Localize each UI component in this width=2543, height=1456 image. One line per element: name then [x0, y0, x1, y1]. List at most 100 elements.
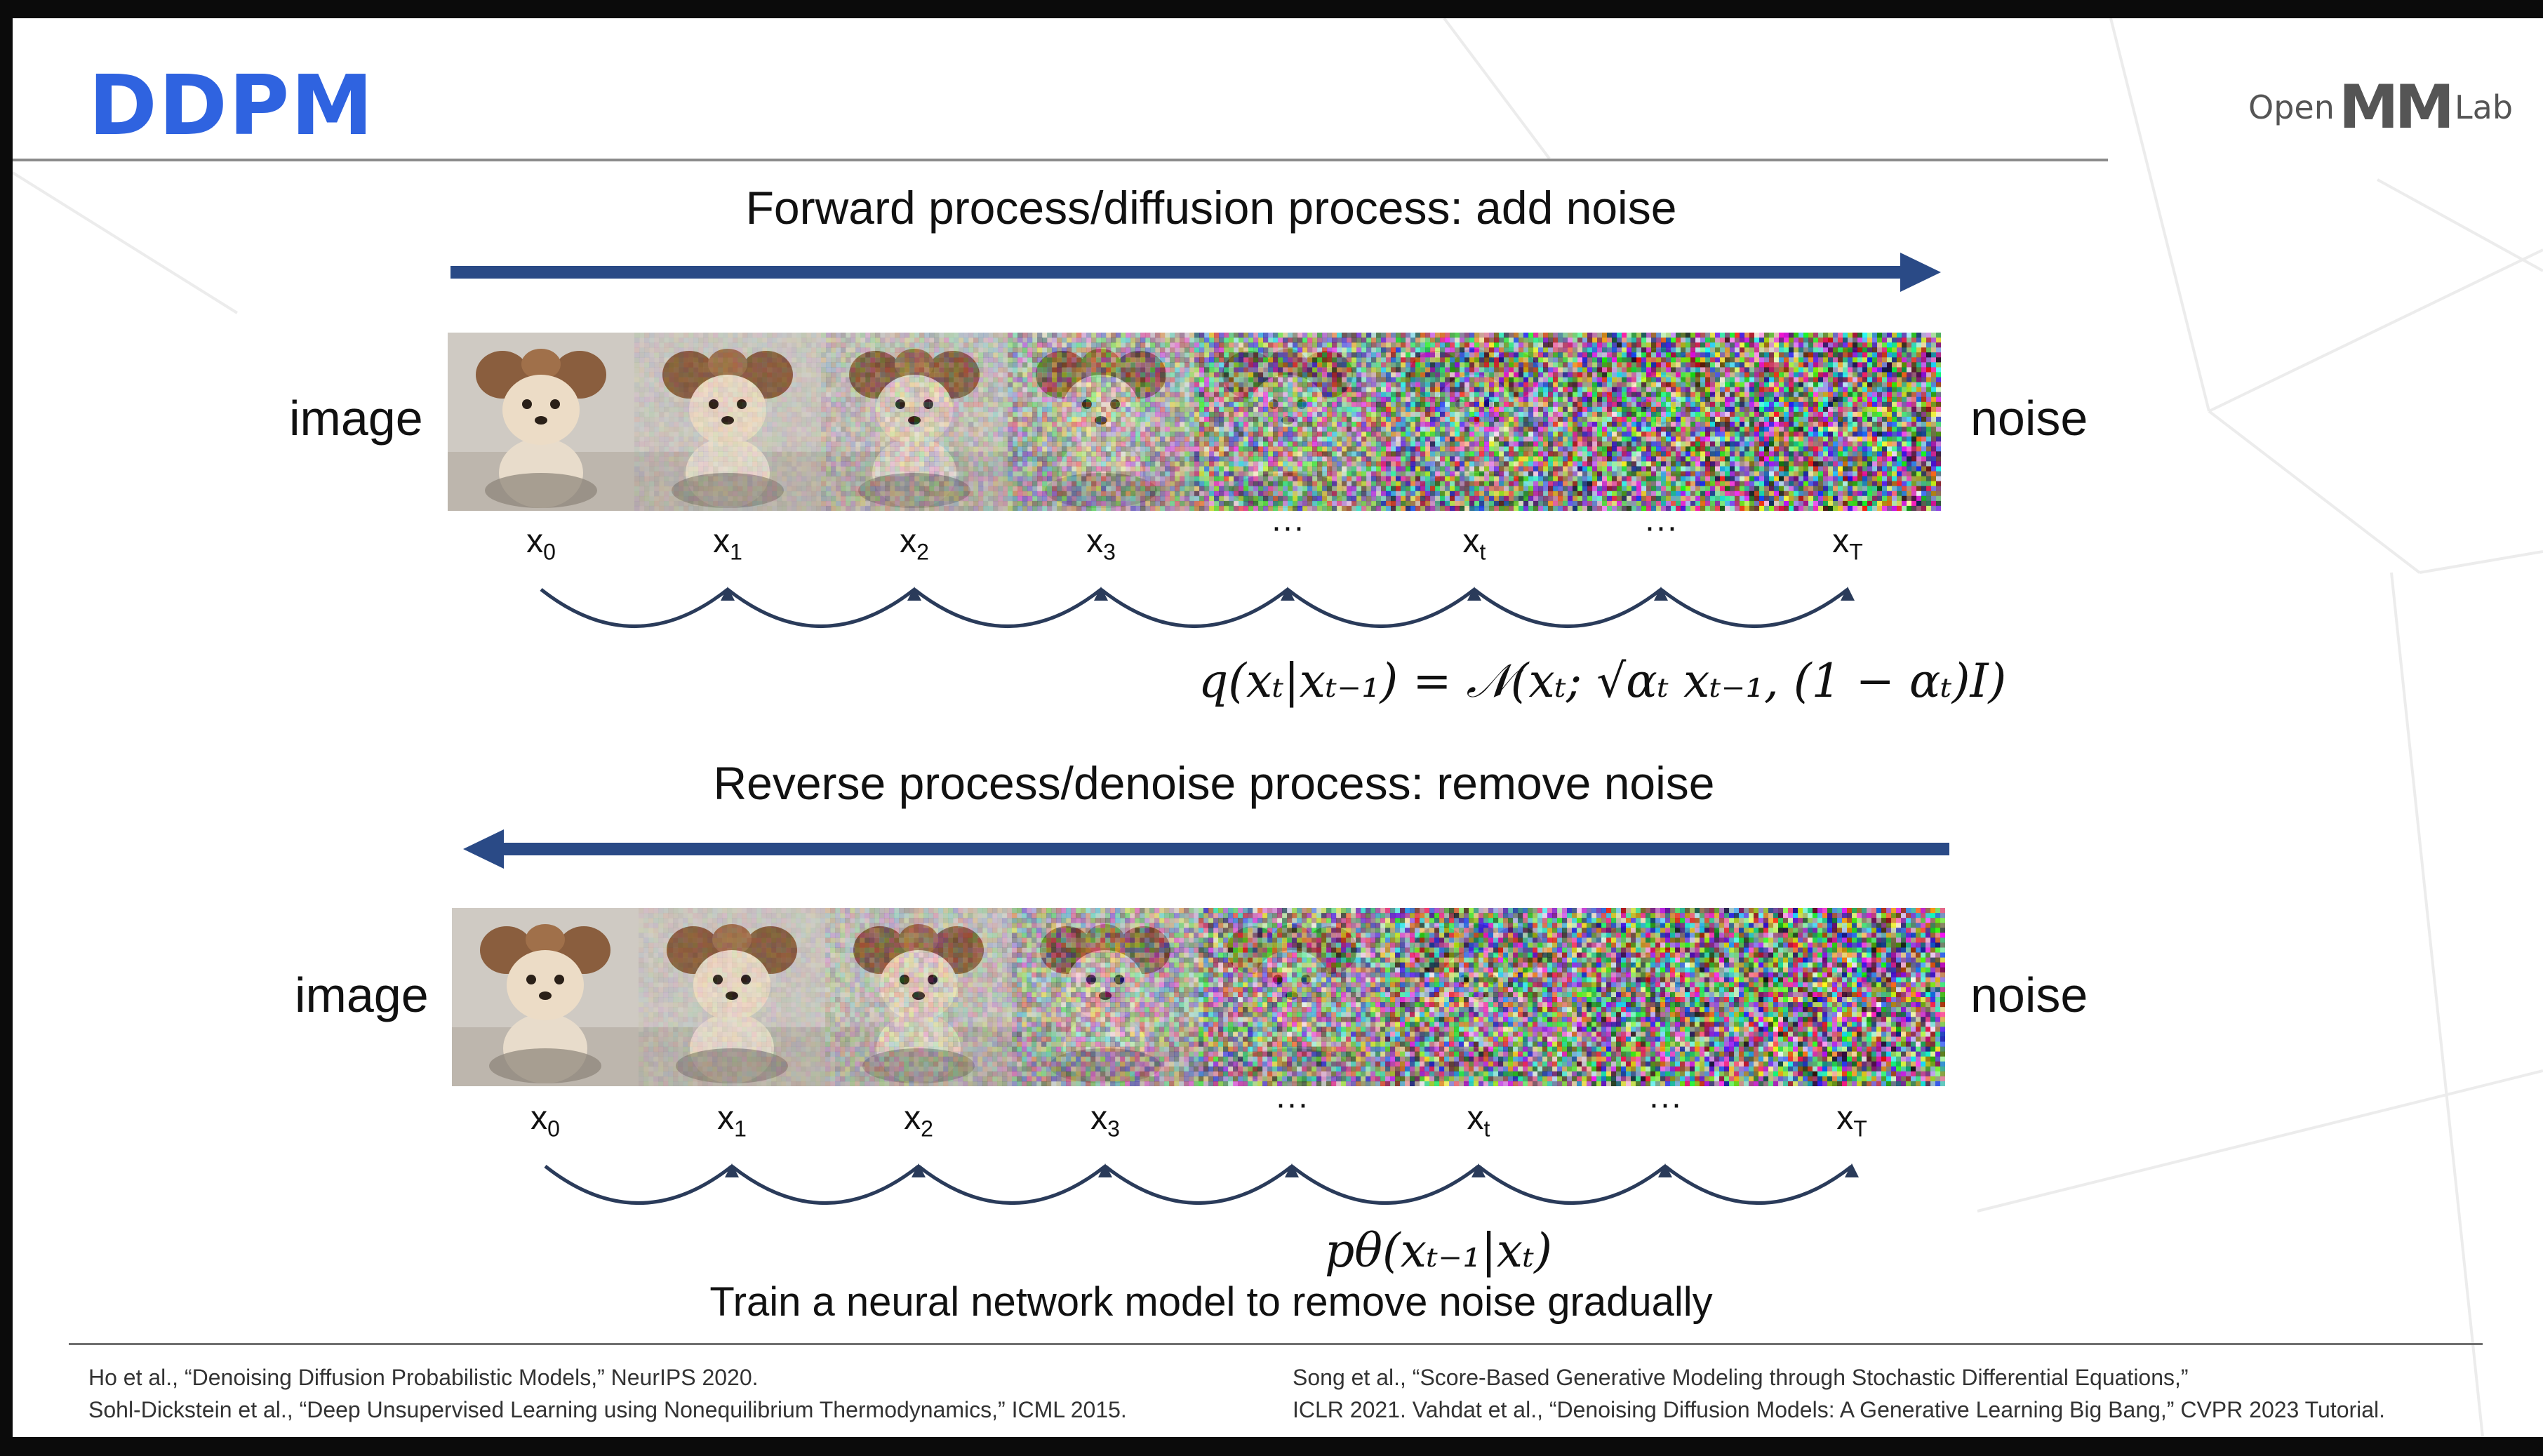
step-label: ··· — [1619, 508, 1703, 547]
forward-formula: q(xₜ|xₜ₋₁) = 𝒩(xₜ; √αₜ xₜ₋₁, (1 − αₜ)I) — [1199, 654, 2007, 708]
transition-arc — [726, 588, 916, 628]
step-label-main: x — [530, 1100, 548, 1137]
step-label-sub: 0 — [547, 1116, 560, 1142]
transition-arc — [1473, 588, 1662, 628]
step-label-main: ··· — [1271, 509, 1304, 546]
diffusion-frame — [825, 908, 1012, 1086]
transition-arc — [917, 1165, 1107, 1205]
diffusion-frame — [1568, 333, 1754, 511]
transition-arrowhead — [721, 587, 735, 601]
frame-image — [825, 908, 1012, 1086]
step-label: ··· — [1250, 1085, 1334, 1123]
step-label: x3 — [1063, 1099, 1147, 1142]
reverse-caption: Train a neural network model to remove n… — [709, 1279, 1713, 1325]
diffusion-frame — [1381, 333, 1568, 511]
step-label-sub: 2 — [916, 539, 929, 565]
forward-heading: Forward process/diffusion process: add n… — [745, 182, 1677, 234]
step-label-main: ··· — [1275, 1086, 1309, 1123]
transition-arrowhead — [1281, 587, 1295, 601]
slide: DDPM Open MM Lab Forward process/diffusi… — [13, 18, 2543, 1437]
step-label-sub: T — [1853, 1116, 1867, 1142]
transition-arc — [540, 588, 729, 628]
background-geometry — [13, 18, 2543, 1437]
step-label: x2 — [872, 522, 956, 566]
step-label: x0 — [503, 1099, 587, 1142]
step-label-main: x — [713, 523, 730, 560]
step-label-sub: T — [1849, 539, 1863, 565]
frame-image — [634, 333, 821, 511]
references-right: Song et al., “Score-Based Generative Mod… — [1293, 1361, 2385, 1426]
step-label: x1 — [690, 1099, 774, 1142]
reverse-image-strip — [452, 908, 1945, 1086]
forward-noise-label: noise — [1970, 391, 2088, 446]
reference-sohl-dickstein: Sohl-Dickstein et al., “Deep Unsupervise… — [88, 1397, 1127, 1422]
transition-arc — [544, 1165, 733, 1205]
step-label: ··· — [1246, 508, 1330, 547]
transition-arrowhead — [912, 1163, 926, 1177]
transition-arc — [1664, 1165, 1853, 1205]
slide-title: DDPM — [88, 57, 375, 154]
forward-image-label: image — [289, 391, 423, 446]
title-divider — [13, 159, 2108, 161]
reverse-image-label: image — [295, 968, 429, 1022]
step-label-sub: 3 — [1103, 539, 1116, 565]
step-label-sub: 1 — [734, 1116, 747, 1142]
diffusion-frame — [1012, 908, 1199, 1086]
forward-image-strip — [448, 333, 1941, 511]
diffusion-frame — [1385, 908, 1572, 1086]
reverse-formula: pθ(xₜ₋₁|xₜ) — [1325, 1224, 1553, 1278]
diffusion-frame — [1008, 333, 1194, 511]
step-label-main: x — [1836, 1100, 1854, 1137]
transition-arrowhead — [725, 1163, 739, 1177]
frame-image — [821, 333, 1008, 511]
step-label-main: x — [717, 1100, 735, 1137]
reverse-heading: Reverse process/denoise process: remove … — [713, 757, 1715, 809]
frame-image — [1012, 908, 1199, 1086]
frame-image — [1754, 333, 1941, 511]
logo-mark: MM — [2338, 72, 2455, 142]
frame-image — [1194, 333, 1381, 511]
step-label: xT — [1806, 522, 1890, 566]
step-label-sub: 2 — [921, 1116, 933, 1142]
transition-arc — [1660, 588, 1849, 628]
frame-image — [1568, 333, 1754, 511]
step-label-main: x — [526, 523, 544, 560]
transition-arrowhead — [1654, 587, 1668, 601]
diffusion-frame — [452, 908, 639, 1086]
reference-ho: Ho et al., “Denoising Diffusion Probabil… — [88, 1365, 759, 1390]
step-label-sub: t — [1479, 539, 1486, 565]
step-label-sub: t — [1483, 1116, 1490, 1142]
step-label: xt — [1436, 1099, 1521, 1142]
logo-text-open: Open — [2248, 88, 2335, 126]
diffusion-frame — [1199, 908, 1385, 1086]
diffusion-frame — [634, 333, 821, 511]
transition-arc — [1100, 588, 1289, 628]
transition-arc — [730, 1165, 920, 1205]
step-label-sub: 1 — [730, 539, 742, 565]
diffusion-frame — [1758, 908, 1945, 1086]
step-label-main: x — [1462, 523, 1480, 560]
openmmlab-logo: Open MM Lab — [2248, 69, 2513, 146]
frame-image — [1381, 333, 1568, 511]
step-label-main: x — [1090, 1100, 1108, 1137]
step-label: x1 — [686, 522, 770, 566]
transition-arrowhead — [1094, 587, 1108, 601]
references-left: Ho et al., “Denoising Diffusion Probabil… — [88, 1361, 1127, 1426]
diffusion-frame — [1572, 908, 1758, 1086]
step-label: x2 — [876, 1099, 961, 1142]
transition-arrowhead — [1841, 587, 1855, 601]
diffusion-frame — [448, 333, 634, 511]
step-label-main: x — [1086, 523, 1104, 560]
transition-arc — [1104, 1165, 1293, 1205]
frame-image — [452, 908, 639, 1086]
step-label: xt — [1432, 522, 1516, 566]
reverse-transition-arcs — [544, 1163, 1859, 1205]
reverse-arrow — [463, 829, 1949, 869]
step-label: x0 — [499, 522, 583, 566]
frame-image — [639, 908, 825, 1086]
reference-song: Song et al., “Score-Based Generative Mod… — [1293, 1365, 2189, 1390]
diffusion-frame — [639, 908, 825, 1086]
transition-arrowhead — [1471, 1163, 1486, 1177]
step-label-main: x — [1467, 1100, 1484, 1137]
step-label: xT — [1810, 1099, 1894, 1142]
